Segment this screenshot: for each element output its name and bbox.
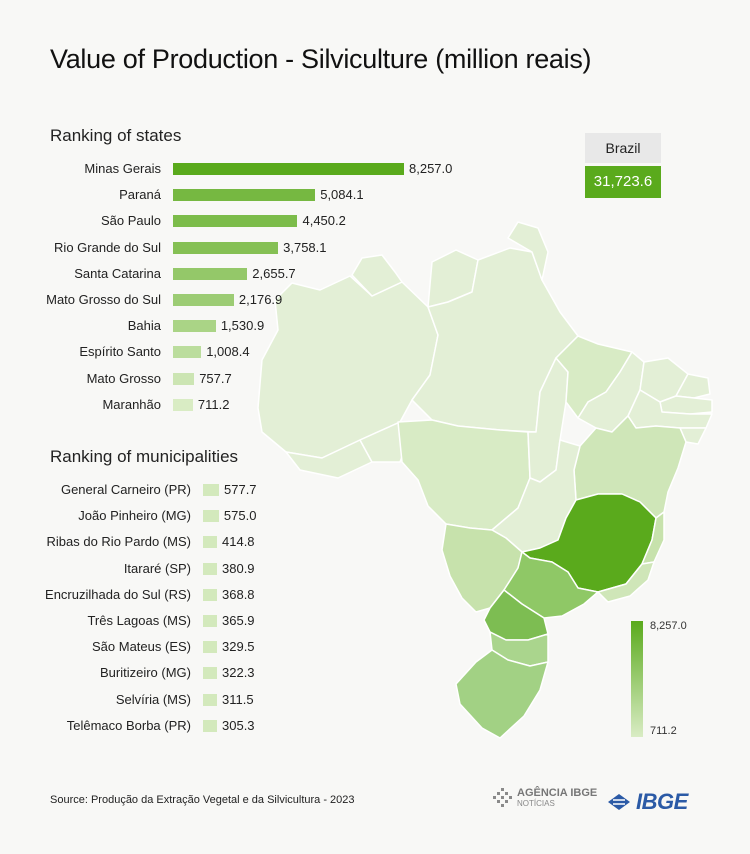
bar <box>173 189 316 202</box>
map-state <box>597 561 655 603</box>
bar-value-label: 329.5 <box>222 639 255 655</box>
bar-label: Itararé (SP) <box>123 560 191 576</box>
bar-label: Mato Grosso <box>86 370 161 386</box>
bar <box>203 536 217 549</box>
bar-value-label: 322.3 <box>222 665 255 681</box>
bar <box>203 484 219 496</box>
agencia-name: AGÊNCIA IBGE <box>517 787 598 799</box>
bar-value-label: 4,450.2 <box>302 213 346 229</box>
bar <box>173 267 248 280</box>
bar-label: Selvíria (MS) <box>115 691 191 707</box>
page-title: Value of Production - Silviculture (mill… <box>50 44 592 74</box>
bar-label: Telêmaco Borba (PR) <box>66 717 191 733</box>
bar <box>173 294 234 306</box>
legend-max-label: 8,257.0 <box>650 620 687 632</box>
agencia-sub: NOTÍCIAS <box>517 799 555 808</box>
bar-value-label: 2,655.7 <box>252 265 296 281</box>
bar-label: Espírito Santo <box>79 344 161 360</box>
bar-label: Santa Catarina <box>74 265 161 281</box>
section-title-states: Ranking of states <box>50 126 182 145</box>
agencia-mark-icon <box>493 788 512 807</box>
bar <box>203 562 217 575</box>
bar-label: General Carneiro (PR) <box>60 482 191 497</box>
bar-label: Maranhão <box>102 396 161 412</box>
bar-label: Três Lagoas (MS) <box>87 613 191 628</box>
section-title-municipalities: Ranking of municipalities <box>50 447 239 466</box>
bar-label: São Paulo <box>101 213 161 229</box>
bar-value-label: 3,758.1 <box>283 239 327 255</box>
bar-label: Minas Gerais <box>84 161 161 176</box>
source-note: Source: Produção da Extração Vegetal e d… <box>50 794 355 806</box>
bar-value-label: 368.8 <box>222 586 255 602</box>
bar-value-label: 305.3 <box>222 717 255 733</box>
bar <box>203 615 217 627</box>
bar <box>203 588 217 601</box>
brazil-value: 31,723.6 <box>585 166 661 198</box>
bar-value-label: 2,176.9 <box>238 292 283 307</box>
legend-min-label: 711.2 <box>650 725 677 737</box>
bar-value-label: 757.7 <box>199 370 232 386</box>
bar <box>173 346 202 359</box>
map-state <box>675 373 711 399</box>
bar-label: Bahia <box>127 318 161 334</box>
bar <box>203 641 217 654</box>
ibge-mark-icon <box>608 794 630 810</box>
bar <box>203 667 217 680</box>
bar <box>203 693 217 706</box>
bar-label: João Pinheiro (MG) <box>78 508 191 524</box>
bar <box>173 241 279 254</box>
bar-value-label: 1,530.9 <box>220 318 265 334</box>
bar-label: Ribas do Rio Pardo (MS) <box>46 534 192 550</box>
bar <box>203 510 219 523</box>
bar-value-label: 414.8 <box>222 534 255 550</box>
bar <box>173 398 193 411</box>
bar-label: Mato Grosso do Sul <box>46 292 161 307</box>
bar <box>203 719 217 732</box>
bar-value-label: 577.7 <box>224 482 257 497</box>
map-state <box>659 395 713 415</box>
map-state <box>455 649 549 739</box>
bar-value-label: 1,008.4 <box>206 344 250 360</box>
map-state <box>507 221 549 281</box>
ibge-wordmark: IBGE <box>636 789 688 814</box>
map-state <box>397 419 531 531</box>
bar <box>173 163 404 175</box>
bar-value-label: 711.2 <box>197 396 230 412</box>
bar-value-label: 365.9 <box>222 613 255 628</box>
brazil-total-box: Brazil 31,723.6 <box>585 133 661 198</box>
ibge-logo: IBGE <box>606 789 688 815</box>
bar-value-label: 311.5 <box>222 691 254 707</box>
bar-value-label: 5,084.1 <box>320 187 364 203</box>
map-state <box>351 254 403 297</box>
bar <box>173 215 298 228</box>
agencia-ibge-logo: AGÊNCIA IBGE NOTÍCIAS <box>492 788 597 808</box>
bar <box>173 372 195 385</box>
brazil-label: Brazil <box>585 133 661 163</box>
bar-label: São Mateus (ES) <box>92 639 191 655</box>
bar-label: Buritizeiro (MG) <box>99 665 191 681</box>
bar-label: Paraná <box>119 187 161 203</box>
bar-label: Rio Grande do Sul <box>54 239 161 255</box>
bar <box>173 320 216 333</box>
bar-value-label: 380.9 <box>222 560 255 576</box>
map-legend-gradient <box>631 621 643 737</box>
bar-label: Encruzilhada do Sul (RS) <box>45 586 191 602</box>
bar-value-label: 8,257.0 <box>409 161 453 176</box>
bar-value-label: 575.0 <box>223 508 257 524</box>
